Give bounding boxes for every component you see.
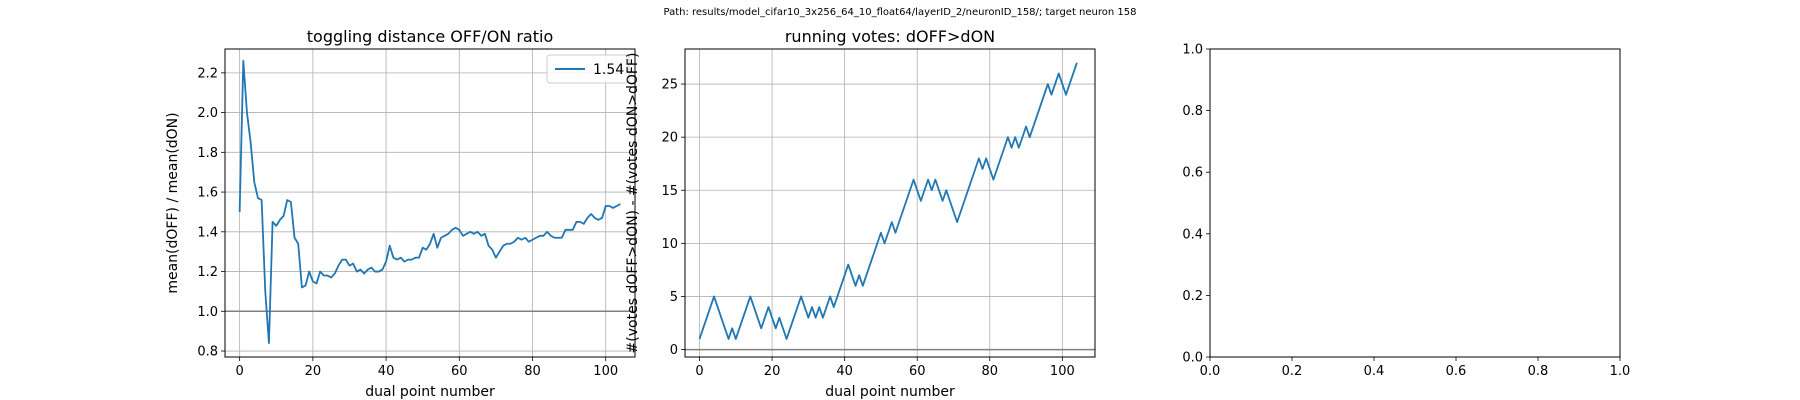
y-tick-label: 1.0 [197, 305, 218, 320]
chart-2: 0 20 40 60 80 100 0 5 10 15 20 25 running votes: dOF… [625, 27, 1096, 400]
x-tick-label: 40 [378, 364, 395, 379]
legend-box [546, 54, 630, 84]
y-tick-label: 1.0 [1182, 43, 1203, 58]
plot-frame [224, 48, 636, 358]
x-tick-label: 60 [451, 364, 468, 379]
x-tick-label: 1.0 [1610, 364, 1631, 379]
y-tick-label: 0.8 [1182, 104, 1203, 119]
x-tick-label: 100 [1050, 364, 1075, 379]
x-tick-label: 0.6 [1446, 364, 1467, 379]
y-tick-label: 5 [670, 290, 678, 305]
x-tick-label: 0.4 [1364, 364, 1385, 379]
chart-3: 0.0 0.2 0.4 0.6 0.8 1.0 0.0 0.2 0.4 0.6 0.8 1.0 [1182, 43, 1630, 380]
x-tick-label: 20 [764, 364, 781, 379]
plot-frame [684, 48, 1096, 358]
x-tick-label: 20 [305, 364, 322, 379]
figure-suptitle: Path: results/model_cifar10_3x256_64_10_… [664, 7, 1137, 18]
y-tick-label: 0.6 [1182, 166, 1203, 181]
y-tick-label: 15 [661, 184, 678, 199]
y-tick-label: 0.0 [1182, 351, 1203, 366]
y-axis-label: mean(dOFF) / mean(dON) [165, 112, 181, 293]
y-tick-label: 1.4 [197, 225, 218, 240]
y-tick-label: 1.8 [197, 146, 218, 161]
y-tick-label: 2.2 [197, 66, 218, 81]
x-axis-label: dual point number [365, 384, 495, 400]
x-tick-label: 80 [982, 364, 999, 379]
x-axis-label: dual point number [825, 384, 955, 400]
chart-title: toggling distance OFF/ON ratio [307, 27, 553, 46]
y-tick-label: 0.8 [197, 345, 218, 360]
x-tick-label: 0 [695, 364, 703, 379]
y-tick-label: 0.4 [1182, 227, 1203, 242]
y-tick-label: 0 [670, 343, 678, 358]
x-tick-label: 0.2 [1282, 364, 1303, 379]
series-line [238, 60, 621, 344]
y-tick-label: 20 [661, 131, 678, 146]
legend: 1.54 [546, 54, 630, 84]
x-tick-label: 40 [836, 364, 853, 379]
y-tick-label: 25 [661, 78, 678, 93]
y-tick-label: 2.0 [197, 106, 218, 121]
x-tick-label: 0 [236, 364, 244, 379]
legend-label: 1.54 [593, 62, 624, 78]
series-line [698, 62, 1078, 340]
plot-frame [1209, 48, 1621, 358]
y-axis-label: #(votes dOFF>dON) - #(votes dON>dOFF) [625, 53, 641, 354]
x-tick-label: 100 [593, 364, 618, 379]
x-tick-label: 80 [524, 364, 541, 379]
chart-title: running votes: dOFF>dON [785, 27, 995, 46]
y-tick-label: 1.2 [197, 265, 218, 280]
x-tick-label: 0.8 [1528, 364, 1549, 379]
x-tick-label: 0.0 [1200, 364, 1221, 379]
chart-1: 0 20 40 60 80 100 0.8 1.0 1.2 1.4 1.6 1.8 2.0 2.2 togg… [165, 27, 636, 400]
y-tick-label: 0.2 [1182, 289, 1203, 304]
y-tick-label: 10 [661, 237, 678, 252]
y-tick-label: 1.6 [197, 186, 218, 201]
x-tick-label: 60 [909, 364, 926, 379]
